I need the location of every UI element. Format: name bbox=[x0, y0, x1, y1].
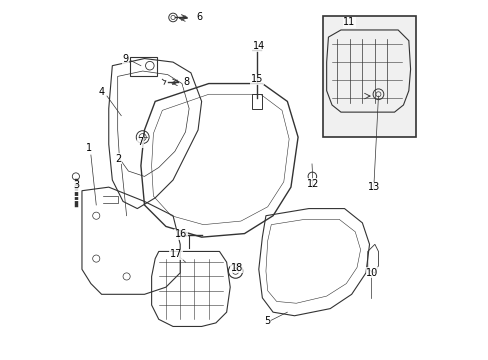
Text: 16: 16 bbox=[174, 229, 186, 239]
Text: 8: 8 bbox=[183, 77, 189, 87]
Text: 18: 18 bbox=[230, 262, 242, 273]
Text: 7: 7 bbox=[137, 138, 143, 148]
Text: 12: 12 bbox=[306, 179, 319, 189]
Bar bbox=[323, 16, 415, 137]
Text: 15: 15 bbox=[250, 74, 263, 84]
Text: 13: 13 bbox=[367, 182, 379, 192]
Text: 4: 4 bbox=[99, 87, 104, 98]
Text: 14: 14 bbox=[253, 41, 265, 51]
Text: 6: 6 bbox=[196, 13, 203, 22]
Text: 11: 11 bbox=[343, 17, 355, 27]
Text: 3: 3 bbox=[73, 180, 80, 190]
Text: 9: 9 bbox=[122, 54, 129, 64]
Text: 2: 2 bbox=[115, 154, 122, 163]
Text: 5: 5 bbox=[264, 316, 270, 326]
Text: 17: 17 bbox=[169, 249, 182, 259]
Text: 1: 1 bbox=[86, 143, 92, 153]
Text: 10: 10 bbox=[366, 268, 378, 278]
